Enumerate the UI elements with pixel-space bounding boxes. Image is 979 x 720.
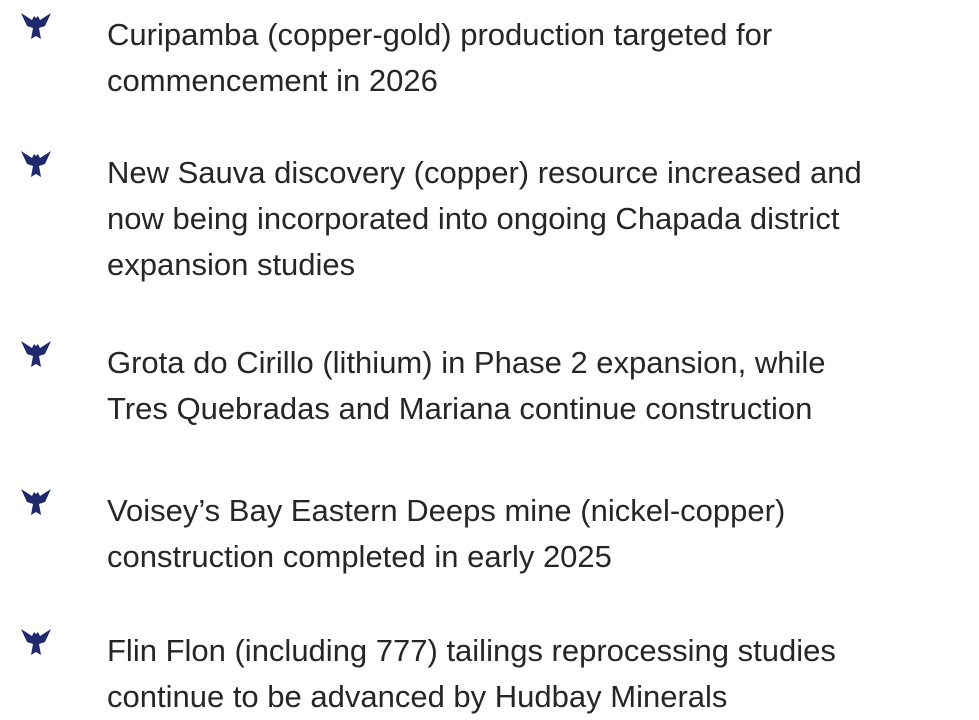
bullet-text: Grota do Cirillo (lithium) in Phase 2 ex… (107, 340, 826, 432)
text-line: Grota do Cirillo (lithium) in Phase 2 ex… (107, 345, 826, 380)
bullet-text: Curipamba (copper-gold) production targe… (107, 12, 772, 104)
eagle-shape (21, 13, 51, 39)
eagle-shape (21, 629, 51, 655)
text-line: expansion studies (107, 247, 356, 282)
eagle-shape (21, 341, 51, 367)
eagle-icon (21, 13, 51, 39)
eagle-icon (21, 151, 51, 177)
text-line: construction completed in early 2025 (107, 539, 612, 574)
text-line: New Sauva discovery (copper) resource in… (107, 155, 862, 190)
eagle-icon (21, 629, 51, 655)
eagle-shape (21, 151, 51, 177)
bullet-text: Flin Flon (including 777) tailings repro… (107, 628, 836, 720)
text-line: Curipamba (copper-gold) production targe… (107, 17, 773, 52)
text-line: Tres Quebradas and Mariana continue cons… (107, 391, 813, 426)
bullet-text: Voisey’s Bay Eastern Deeps mine (nickel-… (107, 488, 785, 580)
eagle-icon (21, 341, 51, 367)
text-line: Voisey’s Bay Eastern Deeps mine (nickel-… (107, 493, 786, 528)
eagle-icon (21, 489, 51, 515)
text-line: continue to be advanced by Hudbay Minera… (107, 679, 728, 714)
text-line: Flin Flon (including 777) tailings repro… (107, 633, 836, 668)
text-line: commencement in 2026 (107, 63, 438, 98)
text-line: now being incorporated into ongoing Chap… (107, 201, 840, 236)
eagle-shape (21, 489, 51, 515)
bullet-text: New Sauva discovery (copper) resource in… (107, 150, 862, 288)
